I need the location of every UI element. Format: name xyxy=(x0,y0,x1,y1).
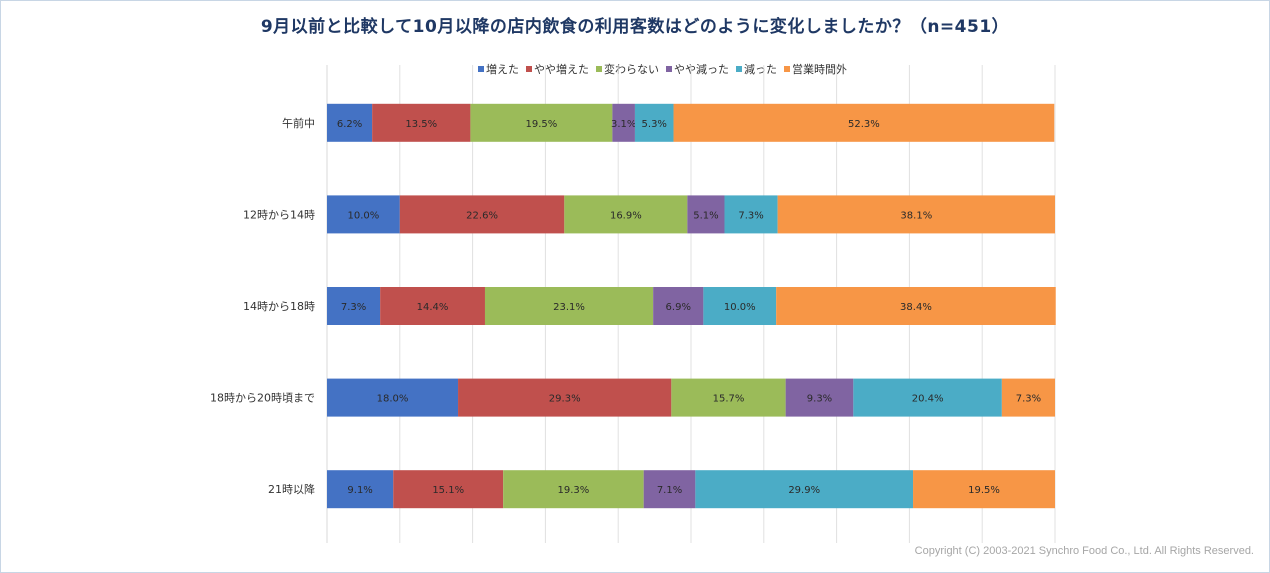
data-label: 9.1% xyxy=(347,485,372,496)
data-label: 20.4% xyxy=(912,394,944,405)
bar-segment xyxy=(458,378,672,417)
data-label: 6.9% xyxy=(666,302,691,313)
legend-label: 減った xyxy=(744,63,777,76)
bar-segment xyxy=(327,195,400,234)
bar-segment xyxy=(687,195,725,234)
data-label: 52.3% xyxy=(848,119,880,130)
data-label: 16.9% xyxy=(610,210,642,221)
data-label: 10.0% xyxy=(724,302,756,313)
data-label: 7.1% xyxy=(657,485,682,496)
chart-title: 9月以前と比較して10月以降の店内飲食の利用客数はどのように変化しましたか？（n… xyxy=(260,17,1010,37)
category-label: 21時以降 xyxy=(268,482,315,496)
data-label: 7.3% xyxy=(341,302,366,313)
bar-segment xyxy=(372,103,471,142)
data-label: 19.3% xyxy=(558,485,590,496)
legend-label: 増えた xyxy=(486,63,519,76)
chart-legend: 増えた やや増えた 変わらない やや減った 減った 営業時間外 xyxy=(478,61,847,77)
data-label: 13.5% xyxy=(405,119,437,130)
category-label: 14時から18時 xyxy=(243,300,315,313)
bar-segment xyxy=(853,378,1002,417)
legend-item: 減った xyxy=(736,61,777,77)
legend-item: 増えた xyxy=(478,61,519,77)
bar-segment xyxy=(1001,378,1055,417)
bar-segment xyxy=(327,470,394,509)
legend-swatch xyxy=(666,66,672,72)
data-label: 15.7% xyxy=(713,394,745,405)
bar-segment xyxy=(777,195,1055,234)
bar-segment xyxy=(653,287,704,325)
bar-segment xyxy=(671,378,786,417)
bar-segment xyxy=(503,470,644,509)
data-label: 5.1% xyxy=(693,210,718,221)
data-label: 3.1% xyxy=(611,119,636,130)
legend-swatch xyxy=(784,66,790,72)
data-label: 29.9% xyxy=(788,485,820,496)
data-label: 23.1% xyxy=(553,302,585,313)
data-label: 18.0% xyxy=(377,394,409,405)
data-label: 19.5% xyxy=(968,485,1000,496)
bar-segment xyxy=(564,195,688,234)
bar-segment xyxy=(695,470,914,509)
data-label: 14.4% xyxy=(417,302,449,313)
legend-item: やや増えた xyxy=(526,61,589,77)
category-label: 午前中 xyxy=(282,116,315,130)
bar-segment xyxy=(785,378,854,417)
legend-item: やや減った xyxy=(666,61,729,77)
copyright-text: Copyright (C) 2003-2021 Synchro Food Co.… xyxy=(914,545,1254,557)
legend-item: 営業時間外 xyxy=(784,61,847,77)
legend-label: 営業時間外 xyxy=(792,63,847,76)
bar-segment xyxy=(327,287,381,325)
data-label: 19.5% xyxy=(526,119,558,130)
bar-segment xyxy=(393,470,504,509)
bar-segment xyxy=(470,103,613,142)
data-label: 15.1% xyxy=(432,485,464,496)
data-label: 9.3% xyxy=(807,394,832,405)
bar-segment xyxy=(703,287,777,325)
legend-swatch xyxy=(596,66,602,72)
data-label: 7.3% xyxy=(738,210,763,221)
category-label: 18時から20時頃まで xyxy=(210,392,315,405)
data-label: 38.4% xyxy=(900,302,932,313)
bar-segment xyxy=(776,287,1056,325)
bar-segment xyxy=(643,470,696,509)
legend-label: やや増えた xyxy=(534,63,589,76)
data-label: 5.3% xyxy=(642,119,667,130)
data-label: 6.2% xyxy=(337,119,362,130)
bar-segment xyxy=(913,470,1055,509)
legend-swatch xyxy=(526,66,532,72)
data-label: 38.1% xyxy=(900,210,932,221)
category-label: 12時から14時 xyxy=(243,208,315,221)
bar-segment xyxy=(380,287,485,325)
bar-segment xyxy=(327,378,459,417)
data-label: 10.0% xyxy=(348,210,380,221)
bar-segment xyxy=(673,103,1055,142)
legend-swatch xyxy=(736,66,742,72)
legend-swatch xyxy=(478,66,484,72)
data-label: 7.3% xyxy=(1016,394,1041,405)
bar-segment xyxy=(612,103,635,142)
data-label: 29.3% xyxy=(549,394,581,405)
bar-segment xyxy=(484,287,654,325)
legend-label: やや減った xyxy=(674,63,729,76)
bar-segment xyxy=(724,195,778,234)
bar-segment xyxy=(399,195,565,234)
data-label: 22.6% xyxy=(466,210,498,221)
bar-segment xyxy=(634,103,674,142)
bar-segment xyxy=(327,103,373,142)
